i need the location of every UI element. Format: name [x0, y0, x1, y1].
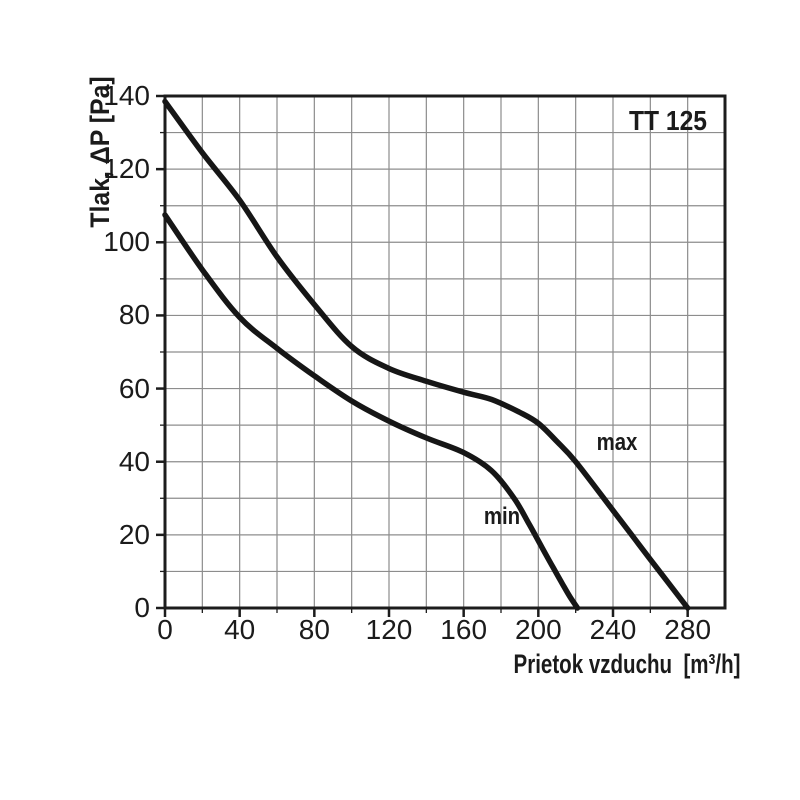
y-tick-label: 20: [118, 518, 150, 550]
y-tick-label: 60: [118, 372, 150, 404]
x-tick-label: 240: [589, 614, 637, 645]
x-tick-label: 40: [224, 614, 256, 645]
y-tick-label: 120: [103, 153, 150, 185]
x-tick-label: 160: [440, 614, 488, 645]
curve-label-max: max: [596, 429, 638, 457]
y-tick-label: 140: [103, 80, 150, 111]
x-axis-title: Prietok vzduchu [m³/h]: [513, 649, 741, 679]
y-tick-label: 40: [118, 445, 150, 477]
x-tick-label: 0: [157, 614, 173, 645]
x-tick-label: 80: [298, 614, 330, 645]
plot-frame: [163, 94, 727, 610]
y-tick-label: 80: [118, 299, 150, 331]
curve-min: [162, 212, 581, 611]
x-tick-label: 120: [365, 614, 413, 645]
x-tick-label: 280: [664, 614, 712, 645]
chart-title: TT 125: [628, 105, 707, 136]
x-tick-label: 200: [514, 614, 562, 645]
y-tick-label: 0: [134, 592, 150, 623]
y-tick-label: 100: [103, 226, 150, 258]
curve-max: [162, 98, 691, 611]
curve-label-min: min: [483, 502, 521, 530]
